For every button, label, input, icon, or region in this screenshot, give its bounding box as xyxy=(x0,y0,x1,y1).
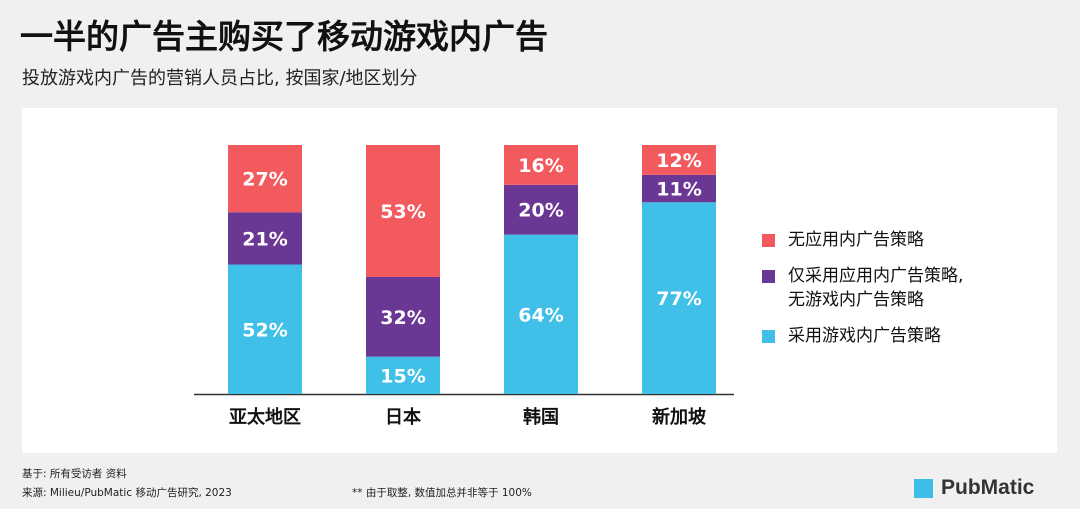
bar-value-label: 53% xyxy=(380,201,425,223)
bar-segment xyxy=(228,212,302,265)
legend-swatch-ingame xyxy=(762,330,775,343)
bar-value-label: 11% xyxy=(656,179,701,201)
bar-value-label: 12% xyxy=(656,150,701,172)
bar-value-label: 27% xyxy=(242,169,287,191)
bar-segment xyxy=(228,145,302,213)
bar-segment xyxy=(642,174,716,203)
chart-legend: 无应用内广告策略 仅采用应用内广告策略, 无游戏内广告策略 采用游戏内广告策略 xyxy=(762,228,1032,360)
legend-swatch-no-inapp xyxy=(762,234,775,247)
footer-base: 基于: 所有受访者 资料 xyxy=(22,468,127,480)
bar-value-label: 21% xyxy=(242,228,287,250)
stacked-bar-chart: 52% 21% 27% 亚太地区 15% 32% 53% 日本 64% 20% 16% 韩国 77% 11… xyxy=(194,145,734,428)
bar-segment xyxy=(366,276,440,357)
x-tick-label: 新加坡 xyxy=(652,406,707,428)
legend-label-ingame: 采用游戏内广告策略 xyxy=(788,326,941,346)
footer-note: ** 由于取整, 数值加总并非等于 100% xyxy=(352,487,532,499)
bar-segment xyxy=(642,202,716,394)
bar-value-label: 32% xyxy=(380,307,425,329)
legend-item-no-inapp: 无应用内广告策略 xyxy=(762,228,1032,252)
legend-item-ingame: 采用游戏内广告策略 xyxy=(762,324,1032,348)
legend-label-inapp-only: 仅采用应用内广告策略, 无游戏内广告策略 xyxy=(788,266,964,310)
bar-segment xyxy=(366,145,440,277)
bar-value-label: 64% xyxy=(518,304,563,326)
bar-value-label: 52% xyxy=(242,319,287,341)
bar-segment xyxy=(504,234,578,394)
x-tick-label: 日本 xyxy=(385,406,421,428)
pubmatic-logo-mark xyxy=(914,479,933,498)
legend-swatch-inapp-only xyxy=(762,270,775,283)
bar-value-label: 15% xyxy=(380,365,425,387)
bar-value-label: 77% xyxy=(656,288,701,310)
chart-panel: 52% 21% 27% 亚太地区 15% 32% 53% 日本 64% 20% 16% 韩国 77% 11… xyxy=(22,108,1057,453)
x-tick-label: 韩国 xyxy=(523,406,559,428)
legend-label-no-inapp: 无应用内广告策略 xyxy=(788,230,924,250)
bar-segment xyxy=(504,145,578,185)
bar-value-label: 20% xyxy=(518,200,563,222)
chart-title: 一半的广告主购买了移动游戏内广告 xyxy=(20,17,548,56)
bar-segment xyxy=(366,356,440,394)
legend-item-inapp-only: 仅采用应用内广告策略, 无游戏内广告策略 xyxy=(762,264,1032,312)
bar-value-label: 16% xyxy=(518,155,563,177)
pubmatic-logo-text: PubMatic xyxy=(941,476,1035,499)
x-tick-label: 亚太地区 xyxy=(229,406,301,428)
bar-segment xyxy=(642,145,716,175)
chart-subtitle: 投放游戏内广告的营销人员占比, 按国家/地区划分 xyxy=(22,68,418,89)
bar-segment xyxy=(504,184,578,235)
footer-source: 来源: Milieu/PubMatic 移动广告研究, 2023 xyxy=(22,487,232,499)
bar-segment xyxy=(228,264,302,394)
